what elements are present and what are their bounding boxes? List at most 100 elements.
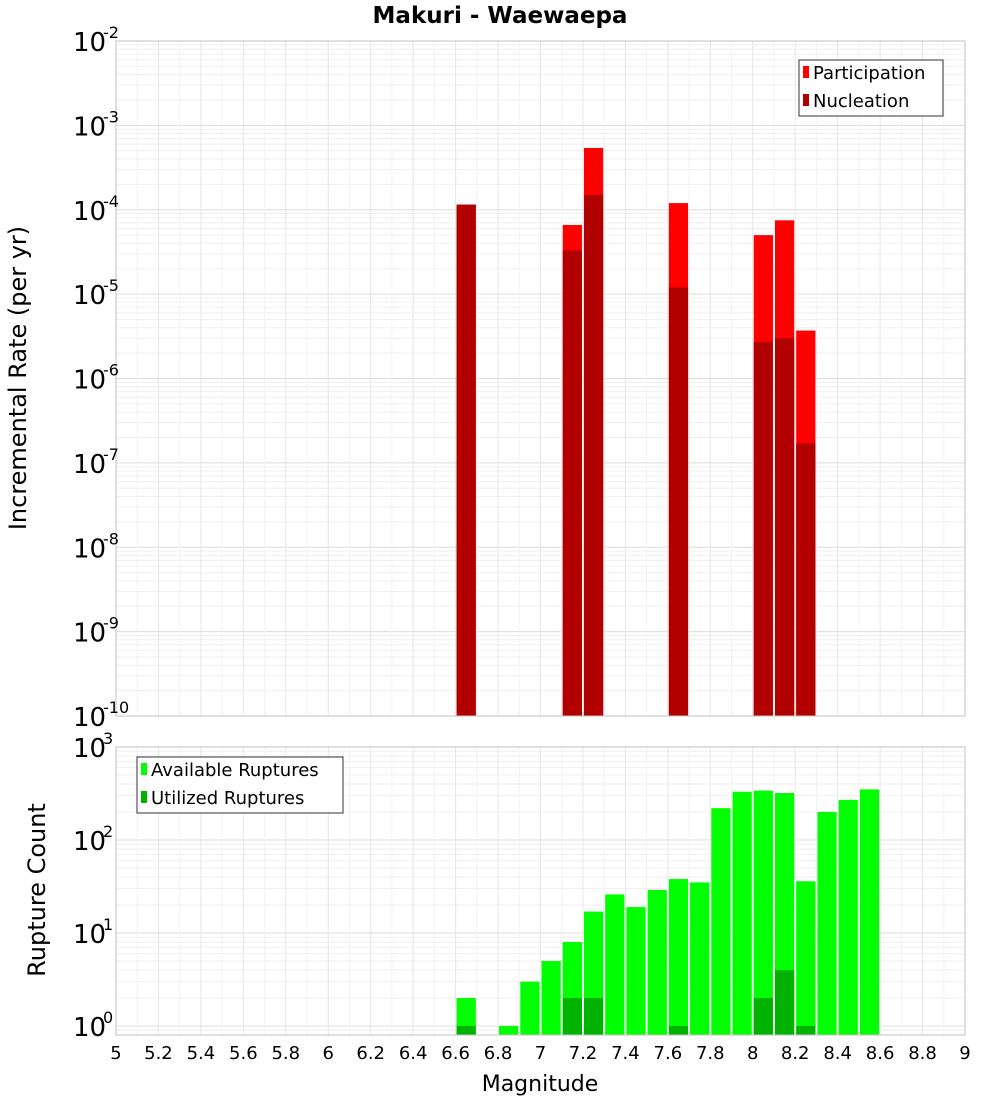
x-tick-label: 6.2 (356, 1043, 385, 1064)
count-legend-box (136, 756, 344, 814)
rate-legend: Participation Nucleation (798, 59, 944, 117)
rate-ytick-base: 10 (73, 534, 106, 564)
x-tick-label: 6.8 (484, 1043, 513, 1064)
count-bar-utilized-ruptures (583, 997, 604, 1035)
x-tick-label: 5.6 (229, 1043, 258, 1064)
rate-ytick-base: 10 (73, 281, 106, 311)
count-bar-utilized-ruptures (456, 1025, 476, 1035)
rate-bar-nucleation (753, 342, 773, 716)
count-legend-swatch (141, 763, 147, 775)
x-tick-label: 5.2 (144, 1043, 173, 1064)
rate-bar-nucleation (562, 250, 582, 717)
count-bar-available-ruptures (499, 1025, 519, 1035)
x-tick-label: 7.8 (696, 1043, 725, 1064)
rate-ytick-base: 10 (73, 112, 106, 142)
count-ytick-base: 10 (73, 1013, 106, 1043)
count-bar-available-ruptures (796, 881, 816, 1035)
rate-ytick-exponent: -7 (103, 445, 119, 464)
rate-ytick-base: 10 (73, 619, 106, 649)
rate-legend-label: Participation (813, 63, 925, 84)
x-tick-label: 7 (535, 1043, 546, 1064)
count-ytick-base: 10 (73, 920, 106, 950)
count-legend-swatch (141, 791, 147, 803)
count-bar-utilized-ruptures (562, 997, 582, 1035)
count-bar-available-ruptures (690, 882, 710, 1035)
count-bar-available-ruptures (817, 812, 837, 1035)
rate-ytick-base: 10 (73, 366, 106, 396)
count-bar-available-ruptures (647, 889, 667, 1035)
x-tick-label: 8.8 (908, 1043, 937, 1064)
x-tick-label: 5 (110, 1043, 121, 1064)
x-tick-labels: 5 5.2 5.4 5.6 5.8 6 6.2 6.4 6.6 6.8 7 7.2 7.4 7.6 7.8 8… (110, 1043, 970, 1064)
count-bar-available-ruptures (541, 960, 561, 1035)
rate-ytick-base: 10 (73, 197, 106, 227)
rate-ytick-base: 10 (73, 450, 106, 480)
count-plot-frame (115, 746, 966, 1036)
rate-ytick-base: 10 (73, 28, 106, 58)
count-bar-available-ruptures (626, 907, 646, 1035)
rate-legend-swatch (803, 94, 809, 106)
count-bar-available-ruptures (838, 799, 858, 1035)
count-bar-utilized-ruptures (753, 997, 773, 1035)
count-bar-utilized-ruptures (668, 1025, 689, 1035)
rate-axis-label: Incremental Rate (per yr) (4, 226, 32, 530)
count-ytick-exponent: 0 (103, 1008, 113, 1027)
count-bar-available-ruptures (711, 808, 731, 1035)
count-ytick-base: 10 (73, 827, 106, 857)
x-tick-label: 8.4 (823, 1043, 852, 1064)
rate-ytick-exponent: -10 (103, 698, 129, 717)
count-bar-utilized-ruptures (774, 969, 795, 1035)
rate-bar-nucleation (774, 338, 795, 716)
x-tick-label: 7.2 (569, 1043, 598, 1064)
rate-panel: 10-1010-910-810-710-610-510-410-310-2Par… (73, 23, 966, 733)
count-legend-label: Utilized Ruptures (151, 788, 304, 809)
x-tick-label: 9 (959, 1043, 970, 1064)
rate-ytick-exponent: -5 (103, 276, 119, 295)
x-tick-label: 8.2 (781, 1043, 810, 1064)
x-axis-label: Magnitude (482, 1072, 599, 1097)
x-tick-label: 6 (323, 1043, 334, 1064)
x-tick-label: 6.4 (399, 1043, 428, 1064)
x-tick-label: 8.6 (866, 1043, 895, 1064)
x-tick-label: 5.4 (187, 1043, 216, 1064)
x-tick-label: 5.8 (271, 1043, 300, 1064)
x-tick-label: 7.6 (654, 1043, 683, 1064)
count-ytick-base: 10 (73, 734, 106, 764)
rate-legend-label: Nucleation (813, 91, 909, 112)
chart-title: Makuri - Waewaepa (373, 3, 628, 29)
count-bar-available-ruptures (668, 879, 689, 1035)
count-legend: Available Ruptures Utilized Ruptures (136, 756, 344, 814)
rate-plot-frame (115, 40, 966, 717)
count-legend-label: Available Ruptures (151, 760, 319, 781)
rate-series-front (456, 194, 816, 717)
count-bar-utilized-ruptures (796, 1025, 816, 1035)
count-bar-available-ruptures (520, 981, 540, 1035)
x-tick-label: 6.6 (441, 1043, 470, 1064)
count-bar-available-ruptures (732, 791, 752, 1035)
count-bar-available-ruptures (753, 790, 773, 1035)
count-ytick-exponent: 1 (103, 915, 113, 934)
rate-ytick-exponent: -4 (103, 192, 119, 211)
rate-bar-nucleation (796, 443, 816, 716)
count-series-front (456, 969, 816, 1035)
x-tick-label: 7.4 (611, 1043, 640, 1064)
rate-ytick-exponent: -3 (103, 107, 119, 126)
rate-bar-nucleation (456, 204, 476, 717)
rate-legend-swatch (803, 66, 809, 78)
count-bar-available-ruptures (859, 789, 880, 1035)
count-bar-available-ruptures (605, 894, 625, 1035)
rate-ytick-exponent: -2 (103, 23, 119, 42)
count-series-back (456, 789, 880, 1035)
count-ytick-exponent: 3 (103, 729, 113, 748)
count-bar-available-ruptures (456, 997, 476, 1035)
rate-ytick-exponent: -6 (103, 361, 119, 380)
rate-ytick-exponent: -9 (103, 614, 119, 633)
rate-legend-box (798, 59, 944, 117)
rate-grid (115, 41, 966, 717)
rate-bar-nucleation (583, 194, 604, 716)
rate-bar-nucleation (668, 287, 689, 716)
